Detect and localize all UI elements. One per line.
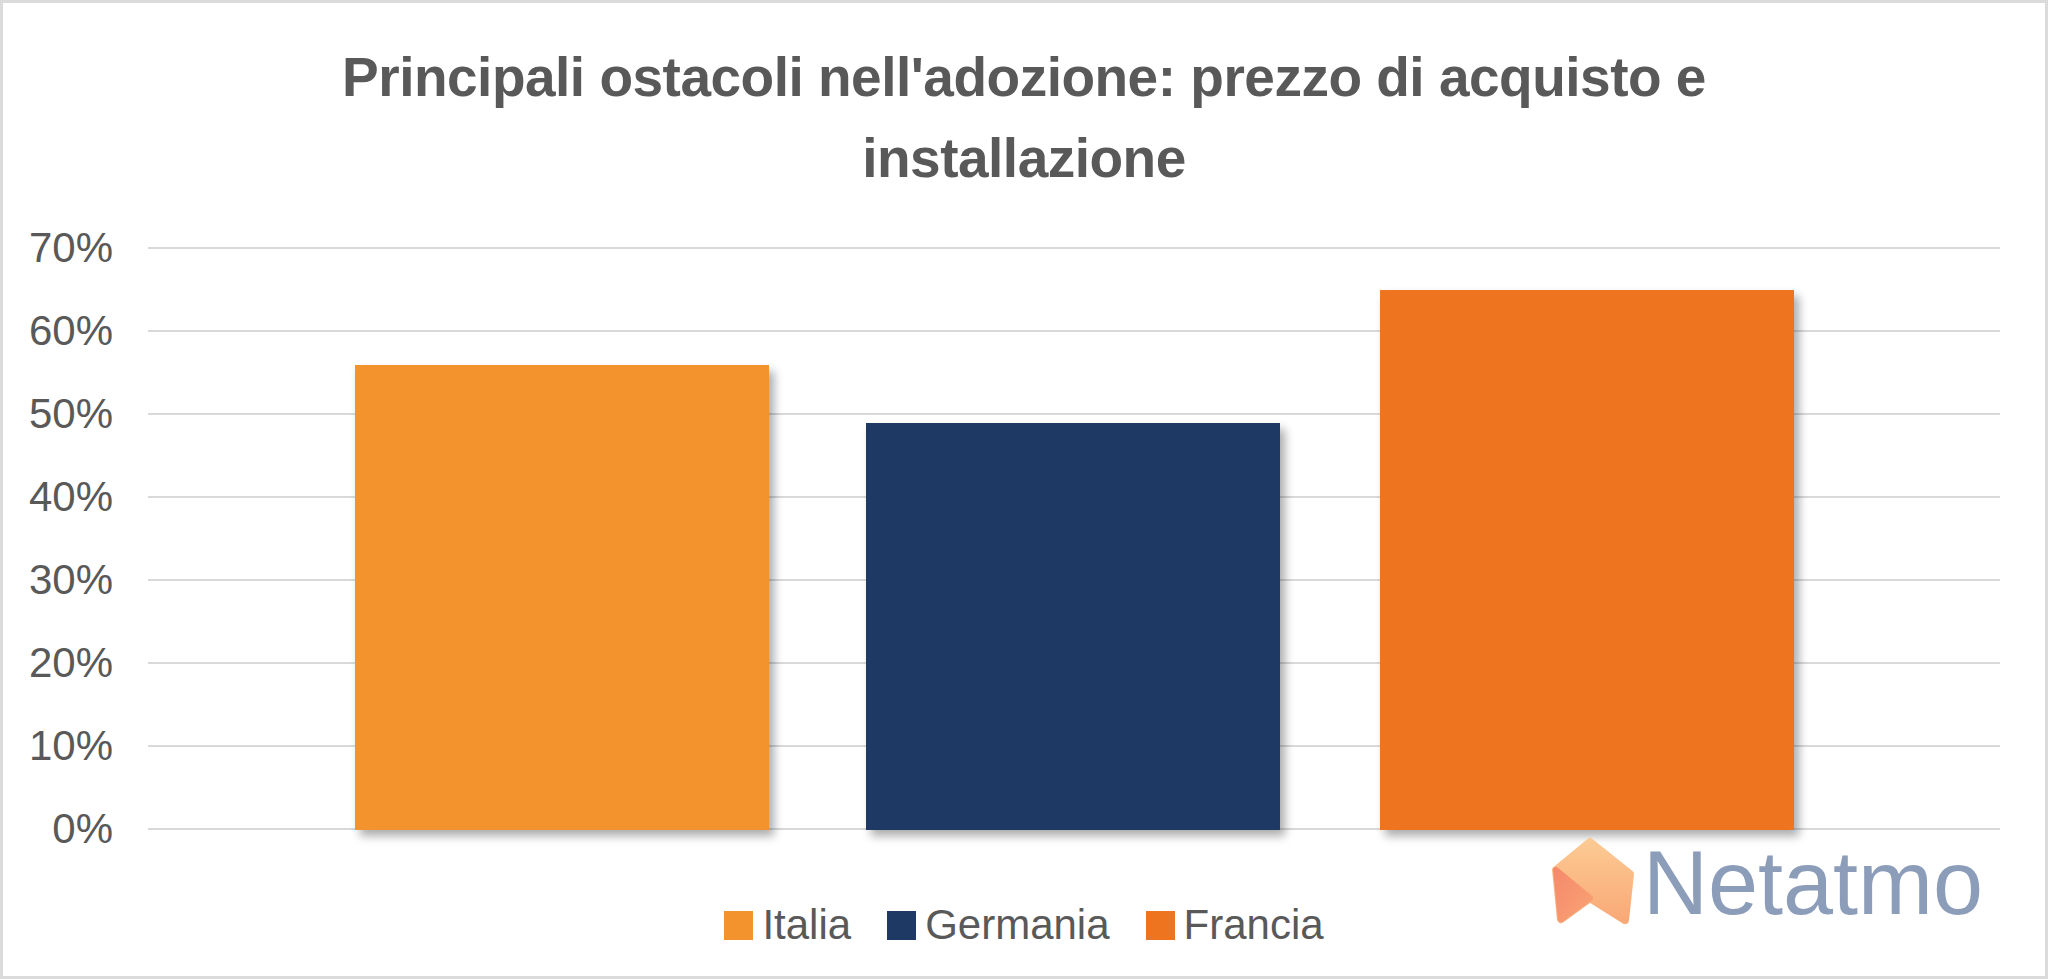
y-axis-label-40: 40% <box>3 476 113 518</box>
legend-swatch-germania <box>887 911 916 940</box>
legend-item-italia: Italia <box>724 904 851 946</box>
y-axis-label-70: 70% <box>3 227 113 269</box>
legend-item-germania: Germania <box>887 904 1109 946</box>
netatmo-logo-text: Netatmo <box>1643 837 1983 929</box>
legend-swatch-francia <box>1146 911 1175 940</box>
bar-italia <box>355 365 769 830</box>
chart-title: Principali ostacoli nell'adozione: prezz… <box>3 37 2045 199</box>
gridline-70 <box>148 247 2000 249</box>
legend-label-germania: Germania <box>925 904 1109 946</box>
legend-label-italia: Italia <box>762 904 851 946</box>
netatmo-logo: Netatmo <box>1547 837 1983 929</box>
y-axis-label-20: 20% <box>3 642 113 684</box>
chart-title-line1: Principali ostacoli nell'adozione: prezz… <box>3 37 2045 118</box>
y-axis-label-60: 60% <box>3 310 113 352</box>
legend-swatch-italia <box>724 911 753 940</box>
y-axis-label-30: 30% <box>3 559 113 601</box>
legend-label-francia: Francia <box>1184 904 1324 946</box>
chart-canvas: Principali ostacoli nell'adozione: prezz… <box>0 0 2048 979</box>
y-axis-label-50: 50% <box>3 393 113 435</box>
bar-francia <box>1380 290 1794 830</box>
chart-title-line2: installazione <box>3 118 2045 199</box>
netatmo-house-icon <box>1547 837 1639 925</box>
legend-item-francia: Francia <box>1146 904 1324 946</box>
y-axis-label-10: 10% <box>3 725 113 767</box>
y-axis-label-0: 0% <box>3 808 113 850</box>
bar-germania <box>866 423 1280 830</box>
